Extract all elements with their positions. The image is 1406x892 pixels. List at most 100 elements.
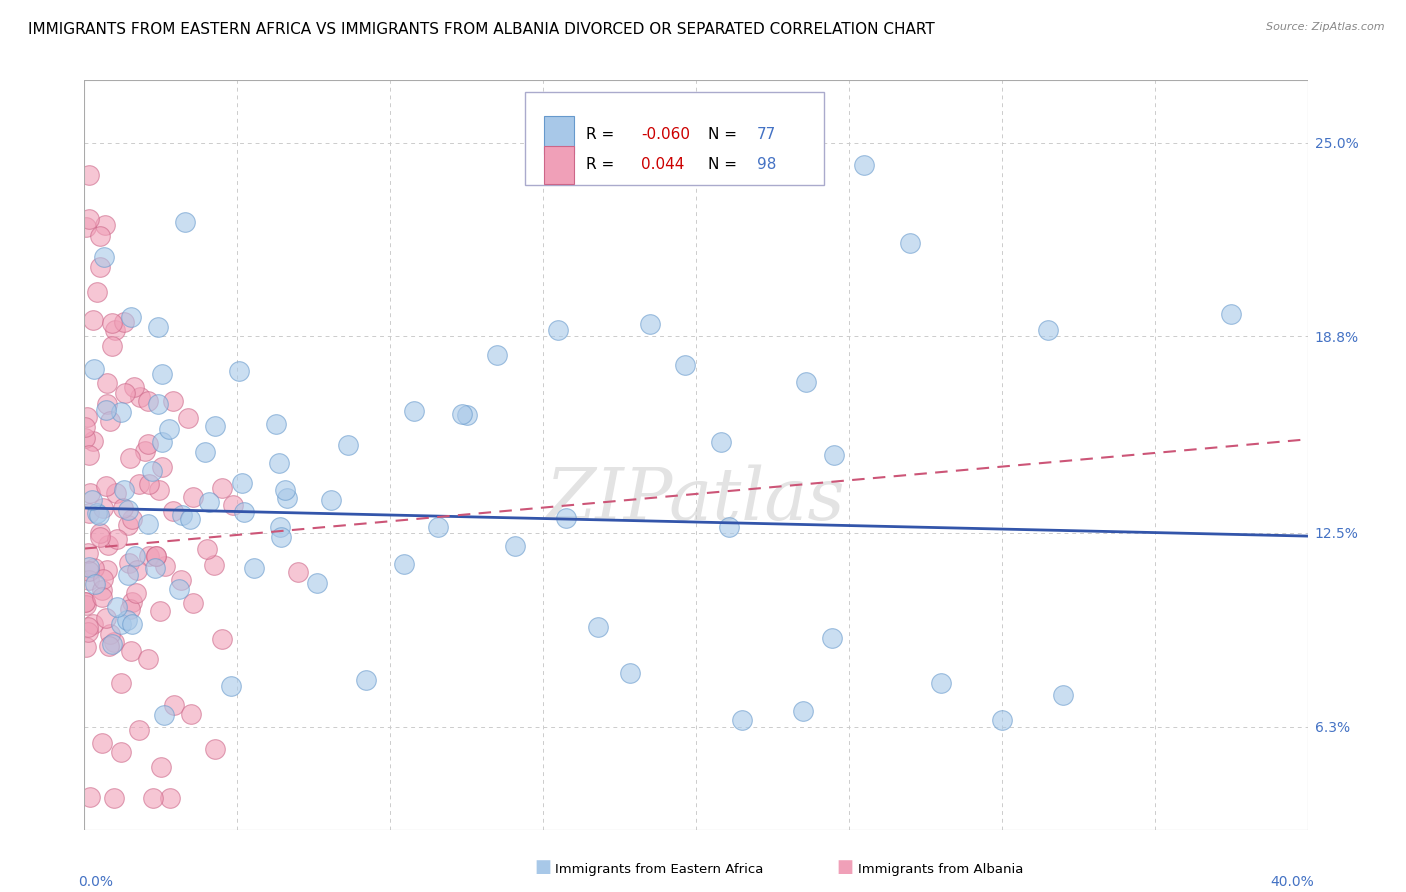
Point [145, 549, 167, 563]
Point [146, 320, 169, 334]
Text: ZIPatlas: ZIPatlas [546, 465, 846, 535]
Point [94, 611, 117, 625]
Point [173, 214, 195, 228]
Point [555, 511, 578, 525]
Point [77, 560, 100, 574]
Point [89, 530, 111, 544]
Point [138, 549, 160, 563]
Point [181, 490, 204, 504]
Point [673, 358, 696, 372]
Point [117, 567, 139, 582]
Point [117, 503, 139, 517]
Point [619, 665, 641, 680]
Point [110, 744, 132, 758]
Point [121, 512, 143, 526]
Point [321, 492, 343, 507]
Point [148, 397, 170, 411]
Point [157, 422, 180, 436]
Point [287, 566, 309, 580]
Point [82, 313, 104, 327]
Point [82, 434, 104, 449]
Point [138, 436, 160, 450]
Text: 0.044: 0.044 [641, 158, 685, 172]
Point [87, 508, 110, 523]
FancyBboxPatch shape [544, 146, 574, 184]
Point [180, 706, 202, 721]
Point [105, 486, 128, 500]
Point [991, 714, 1014, 728]
Point [96, 397, 118, 411]
Point [98, 414, 121, 428]
Point [97, 639, 120, 653]
Point [149, 604, 172, 618]
Point [231, 476, 253, 491]
Point [179, 512, 201, 526]
Point [97, 537, 120, 551]
Point [117, 613, 139, 627]
Point [354, 673, 377, 687]
Point [853, 158, 876, 172]
Point [194, 445, 217, 459]
Point [80, 492, 103, 507]
Point [153, 708, 176, 723]
Point [336, 437, 359, 451]
Point [105, 599, 128, 614]
Point [128, 476, 150, 491]
Point [136, 393, 159, 408]
Point [77, 506, 100, 520]
Text: R =: R = [586, 158, 624, 172]
Point [89, 525, 111, 540]
Point [823, 449, 845, 463]
Point [150, 368, 173, 382]
Point [159, 791, 181, 805]
Point [138, 516, 160, 531]
Point [75, 640, 97, 654]
Point [153, 559, 176, 574]
Point [148, 483, 170, 497]
Point [162, 393, 184, 408]
Point [121, 616, 143, 631]
Point [120, 644, 142, 658]
Point [118, 556, 141, 570]
Point [1220, 307, 1243, 321]
Point [91, 582, 114, 597]
Point [96, 376, 118, 391]
Point [120, 310, 142, 325]
Point [79, 486, 101, 500]
Point [73, 595, 96, 609]
Point [162, 504, 184, 518]
Point [1052, 689, 1074, 703]
Point [83, 576, 105, 591]
Point [129, 390, 152, 404]
Point [204, 742, 226, 756]
Point [82, 616, 104, 631]
Point [150, 460, 173, 475]
Point [197, 495, 219, 509]
Point [79, 169, 101, 183]
Point [77, 564, 100, 578]
Point [273, 483, 295, 498]
Point [270, 530, 292, 544]
Point [101, 339, 124, 353]
Point [204, 419, 226, 434]
Point [83, 560, 105, 574]
Point [219, 679, 242, 693]
Text: 40.0%: 40.0% [1270, 874, 1313, 888]
Point [103, 635, 125, 649]
Point [228, 364, 250, 378]
Point [117, 518, 139, 533]
Point [76, 620, 98, 634]
Point [91, 500, 114, 515]
Point [794, 376, 817, 390]
Text: ■: ■ [837, 858, 853, 876]
Point [89, 229, 111, 244]
Point [122, 380, 145, 394]
Text: 98: 98 [758, 158, 776, 172]
Point [586, 619, 609, 633]
Point [276, 491, 298, 506]
Text: 0.0%: 0.0% [79, 874, 114, 888]
Text: R =: R = [586, 128, 619, 143]
Point [120, 450, 142, 465]
Point [142, 791, 165, 805]
Point [1036, 323, 1059, 337]
